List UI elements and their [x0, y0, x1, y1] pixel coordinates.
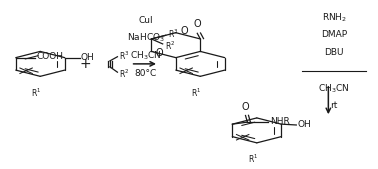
Text: NaHCO$_3$: NaHCO$_3$: [127, 32, 165, 44]
Text: 80°C: 80°C: [135, 68, 157, 78]
Text: NHR: NHR: [270, 117, 290, 126]
Text: COOH: COOH: [37, 52, 64, 61]
Text: R$^1$: R$^1$: [248, 153, 258, 165]
Text: R$^3$: R$^3$: [119, 50, 130, 62]
Text: rt: rt: [330, 101, 338, 110]
Text: DBU: DBU: [324, 48, 344, 57]
Text: R$^2$: R$^2$: [164, 39, 175, 52]
Text: CH$_3$CN: CH$_3$CN: [130, 49, 161, 62]
Text: R$^1$: R$^1$: [191, 86, 201, 99]
Text: DMAP: DMAP: [321, 30, 347, 39]
Text: +: +: [80, 57, 91, 71]
Text: OH: OH: [81, 53, 94, 62]
Text: O: O: [194, 19, 201, 29]
Text: R$^3$: R$^3$: [168, 28, 179, 40]
Text: CH$_3$CN: CH$_3$CN: [318, 83, 350, 95]
Text: CuI: CuI: [138, 16, 153, 25]
Text: OH: OH: [298, 120, 311, 129]
Text: O: O: [242, 102, 249, 112]
Text: O: O: [156, 48, 164, 58]
Text: R$^1$: R$^1$: [31, 86, 42, 99]
Text: RNH$_2$: RNH$_2$: [322, 11, 346, 23]
Text: R$^2$: R$^2$: [119, 67, 130, 80]
Text: O: O: [180, 26, 188, 36]
